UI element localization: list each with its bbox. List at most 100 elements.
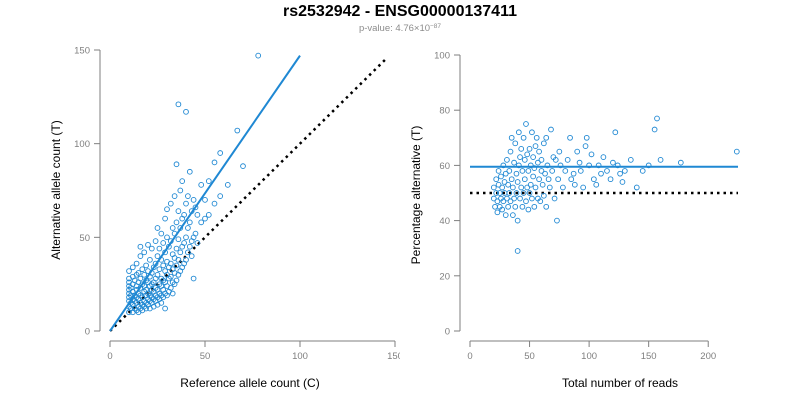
data-point bbox=[538, 157, 545, 163]
data-point bbox=[521, 157, 528, 163]
data-point bbox=[181, 240, 187, 246]
data-point bbox=[549, 168, 556, 174]
scatter-plot-percentage: Percentage alternative (T) Total number … bbox=[409, 51, 740, 390]
data-point bbox=[147, 256, 153, 263]
data-point bbox=[133, 260, 140, 267]
data-point bbox=[607, 176, 614, 183]
data-point bbox=[185, 249, 191, 256]
data-point bbox=[576, 159, 583, 166]
data-point bbox=[507, 198, 514, 205]
data-point bbox=[514, 217, 521, 224]
x-axis-title: Total number of reads bbox=[562, 376, 678, 390]
data-point bbox=[598, 170, 604, 177]
data-point bbox=[490, 195, 497, 202]
data-point bbox=[531, 203, 538, 210]
data-point bbox=[205, 212, 212, 218]
data-point bbox=[143, 262, 149, 269]
data-point bbox=[604, 168, 610, 174]
data-point bbox=[567, 134, 573, 141]
data-point bbox=[137, 275, 144, 282]
data-point bbox=[162, 305, 168, 312]
y-tick-label: 40 bbox=[439, 216, 450, 227]
data-point bbox=[202, 215, 208, 222]
data-point bbox=[154, 271, 161, 278]
data-point bbox=[520, 190, 527, 196]
data-point bbox=[515, 129, 522, 136]
fit-line bbox=[109, 55, 301, 332]
data-point bbox=[564, 157, 571, 163]
data-point bbox=[555, 176, 561, 183]
data-point bbox=[540, 140, 547, 147]
data-point bbox=[183, 108, 189, 115]
data-point bbox=[510, 212, 516, 218]
data-point bbox=[211, 200, 218, 207]
data-point bbox=[145, 290, 151, 297]
data-point bbox=[194, 212, 201, 218]
data-point bbox=[148, 245, 155, 252]
data-point bbox=[152, 285, 159, 291]
data-point bbox=[502, 170, 509, 177]
data-point bbox=[532, 184, 539, 191]
x-tick-label: 100 bbox=[292, 351, 308, 362]
data-point bbox=[175, 236, 182, 243]
data-point bbox=[593, 181, 600, 188]
data-point bbox=[540, 192, 547, 199]
data-point bbox=[513, 170, 520, 177]
data-point bbox=[188, 253, 195, 259]
data-point bbox=[524, 151, 531, 158]
scatter-plot-allele-counts: Alternative allele count (T) Reference a… bbox=[49, 46, 400, 391]
data-point bbox=[502, 212, 509, 218]
data-point bbox=[556, 148, 563, 155]
data-point bbox=[527, 162, 534, 169]
data-point bbox=[508, 176, 515, 183]
data-point bbox=[494, 198, 501, 205]
data-point bbox=[504, 195, 510, 202]
data-point bbox=[183, 256, 189, 263]
data-point bbox=[145, 241, 151, 248]
x-tick-label: 0 bbox=[467, 351, 472, 362]
data-point bbox=[537, 198, 544, 205]
data-point bbox=[500, 162, 507, 169]
data-point bbox=[533, 134, 540, 141]
x-tick-label: 150 bbox=[387, 351, 400, 362]
data-point bbox=[492, 203, 498, 210]
data-point bbox=[186, 219, 193, 226]
data-point bbox=[600, 154, 607, 160]
data-point bbox=[499, 184, 506, 191]
subtitle-pvalue: p-value: 4.76 bbox=[358, 23, 414, 34]
data-point bbox=[530, 154, 536, 160]
data-point bbox=[190, 197, 197, 203]
data-point bbox=[518, 184, 525, 191]
data-point bbox=[511, 159, 517, 166]
data-point bbox=[190, 275, 197, 282]
data-point bbox=[126, 268, 132, 274]
data-point bbox=[167, 273, 174, 280]
data-point bbox=[156, 266, 163, 273]
data-point bbox=[562, 168, 569, 174]
data-point bbox=[173, 262, 180, 269]
data-point bbox=[588, 151, 595, 158]
data-point bbox=[177, 249, 184, 256]
data-point bbox=[160, 240, 167, 246]
chart-title: rs2532942 - ENSG00000137411 bbox=[283, 3, 517, 20]
data-point bbox=[137, 292, 144, 299]
y-tick-label: 150 bbox=[74, 46, 90, 57]
data-point bbox=[657, 157, 664, 163]
data-point bbox=[183, 234, 189, 241]
x-tick-label: 150 bbox=[641, 351, 657, 362]
data-point bbox=[518, 145, 525, 152]
data-point bbox=[167, 200, 174, 207]
data-point bbox=[173, 219, 180, 226]
data-point bbox=[508, 134, 515, 141]
data-point bbox=[525, 206, 532, 213]
data-point bbox=[139, 266, 146, 273]
data-point bbox=[495, 168, 502, 174]
x-tick-label: 100 bbox=[581, 351, 597, 362]
data-point bbox=[255, 52, 262, 59]
y-tick-label: 0 bbox=[85, 327, 90, 338]
data-point bbox=[520, 134, 527, 141]
data-point bbox=[499, 206, 506, 213]
data-point bbox=[677, 159, 684, 166]
data-point bbox=[186, 168, 193, 175]
